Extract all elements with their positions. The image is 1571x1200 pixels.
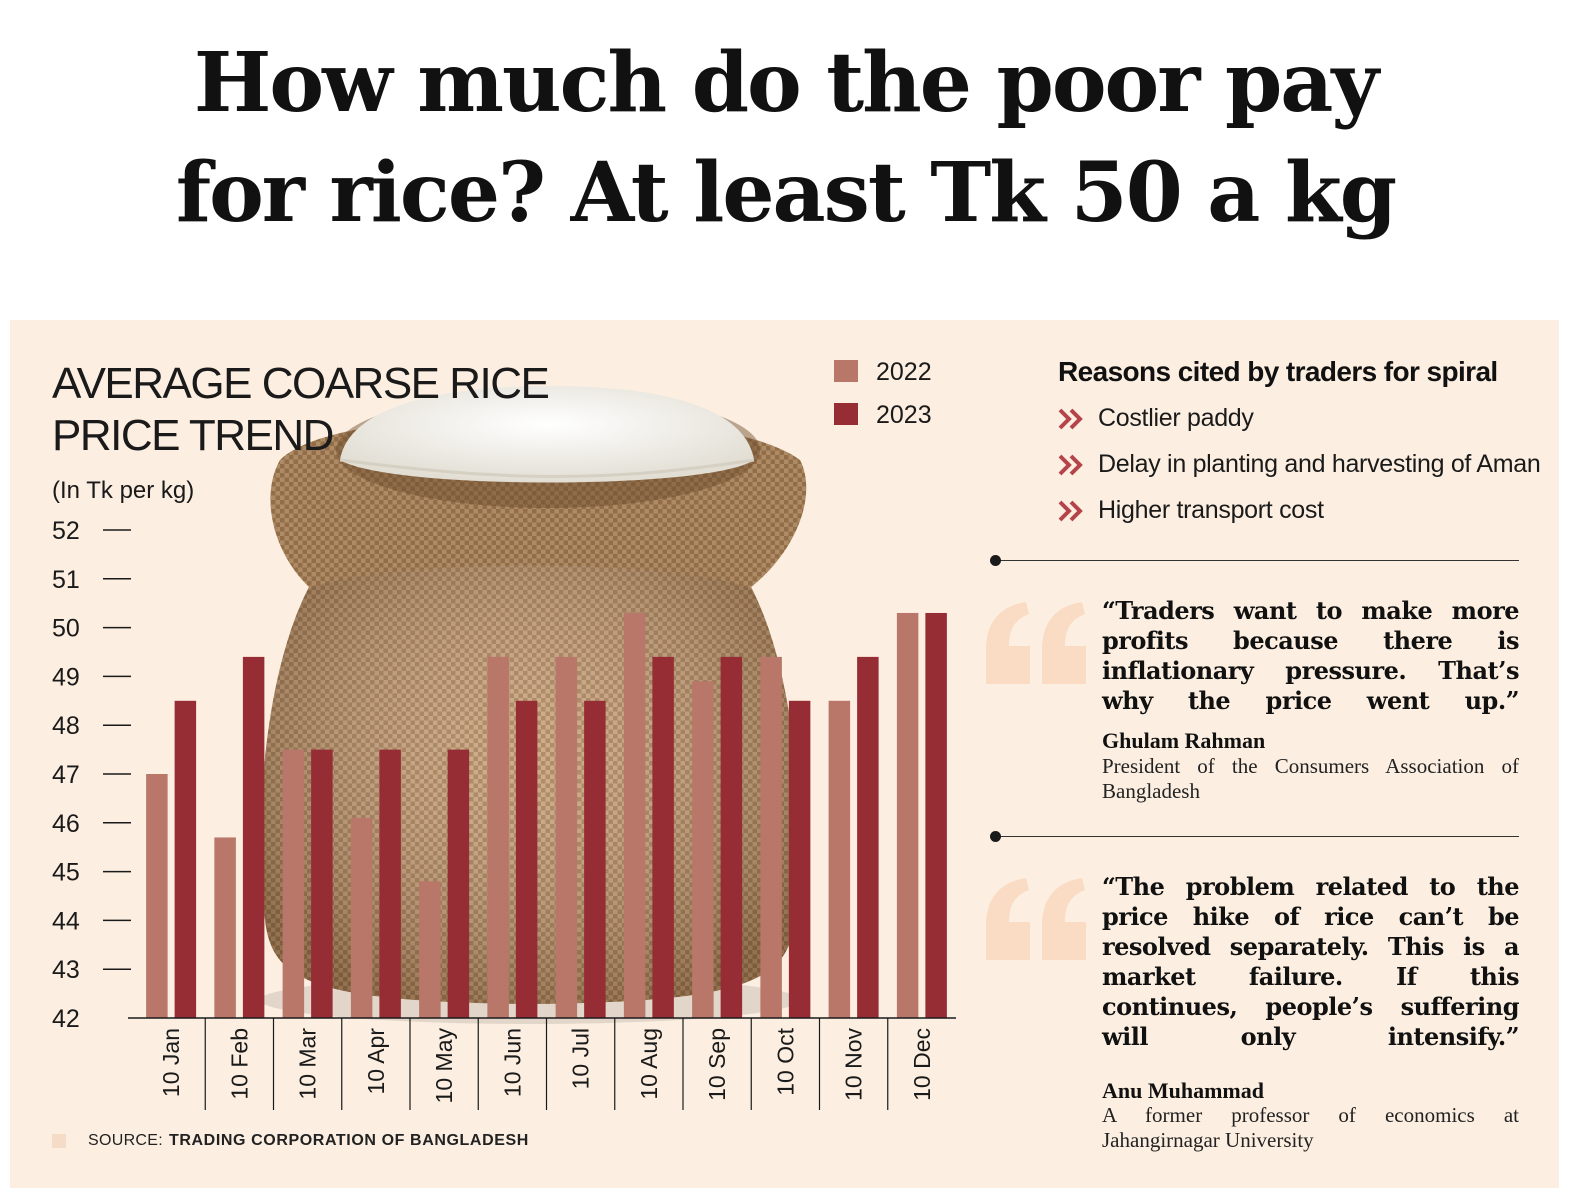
bar-2022-2 (282, 749, 305, 1018)
bar-2023-1 (242, 656, 265, 1018)
y-tick-label: 42 (52, 1005, 80, 1033)
quote-text: “Traders want to make more profits becau… (1102, 596, 1520, 715)
bar-2023-11 (925, 612, 947, 1018)
source-name: TRADING CORPORATION OF BANGLADESH (169, 1132, 529, 1149)
bar-2022-5 (487, 656, 509, 1018)
chart-legend: 2022 2023 (834, 358, 932, 429)
y-tick-label: 47 (52, 761, 80, 789)
bar-2023-3 (379, 749, 401, 1018)
x-tick-label: 10 Apr (363, 1028, 389, 1095)
bar-2022-9 (760, 656, 782, 1018)
divider (990, 555, 1519, 566)
bar-2023-6 (584, 700, 606, 1018)
x-tick-label: 10 Sep (704, 1028, 730, 1101)
legend-swatch-2023 (834, 403, 858, 425)
reason-item: Higher transport cost (1058, 496, 1324, 525)
x-tick-label: 10 Feb (226, 1028, 252, 1100)
bar-2022-0 (146, 774, 168, 1018)
headline-line-2: for rice? At least Tk 50 a kg (175, 145, 1397, 241)
bar-2022-1 (214, 837, 236, 1018)
quote-text: “The problem related to the price hike o… (1102, 872, 1520, 1051)
x-tick-label: 10 Jan (158, 1028, 184, 1097)
bar-2022-3 (350, 817, 373, 1018)
bar-2023-8 (720, 656, 743, 1018)
bar-2023-10 (857, 656, 879, 1018)
reason-text: Higher transport cost (1098, 496, 1324, 524)
source-prefix: SOURCE: (88, 1132, 163, 1149)
bar-2022-6 (555, 656, 578, 1018)
source-marker (52, 1134, 66, 1148)
divider (990, 831, 1519, 842)
reason-text: Delay in planting and harvesting of Aman (1098, 450, 1541, 478)
reason-item: Delay in planting and harvesting of Aman (1058, 450, 1541, 479)
legend-label-2023: 2023 (876, 401, 932, 429)
quote-author-name: Ghulam Rahman (1102, 728, 1266, 753)
headline-line-1: How much do the poor pay (193, 35, 1379, 131)
x-tick-label: 10 Dec (909, 1028, 935, 1101)
x-tick-label: 10 Jun (499, 1028, 525, 1097)
x-tick-label: 10 Jul (568, 1028, 594, 1089)
quote-author-role: A former professor of economics at Jahan… (1102, 1103, 1519, 1152)
y-tick-label: 51 (52, 566, 80, 594)
chart-title-line-2: PRICE TREND (52, 411, 333, 460)
double-chevron-icon (1058, 454, 1083, 475)
x-tick-label: 10 May (431, 1028, 457, 1104)
chart: AVERAGE COARSE RICE PRICE TREND (In Tk p… (52, 358, 956, 1110)
chart-title-line-1: AVERAGE COARSE RICE (52, 359, 549, 408)
y-tick-label: 48 (52, 712, 80, 740)
double-chevron-icon (1058, 408, 1083, 429)
bar-2022-10 (828, 700, 851, 1018)
bar-2023-0 (174, 700, 197, 1018)
headline: How much do the poor pay for rice? At le… (0, 28, 1571, 248)
bar-2023-4 (447, 749, 470, 1018)
y-tick-label: 44 (52, 907, 80, 935)
bar-2023-2 (311, 749, 333, 1018)
quote-mark-icon (986, 602, 1086, 684)
quote-mark-icon (986, 878, 1086, 960)
y-tick-label: 50 (52, 615, 80, 643)
x-tick-label: 10 Mar (295, 1028, 321, 1100)
x-tick-label: 10 Aug (636, 1028, 662, 1100)
reason-item: Costlier paddy (1058, 404, 1254, 433)
x-axis: 10 Jan 10 Feb 10 Mar 10 Apr 10 May 10 Jun 10 J… (128, 1017, 956, 1110)
y-tick-label: 52 (52, 517, 80, 545)
infographic-panel: AVERAGE COARSE RICE PRICE TREND (In Tk p… (10, 320, 1559, 1188)
reason-text: Costlier paddy (1098, 404, 1254, 432)
bar-2023-9 (788, 700, 811, 1018)
x-tick-label: 10 Oct (772, 1027, 798, 1095)
double-chevron-icon (1058, 500, 1083, 521)
y-axis: 42 43 44 45 46 47 48 49 50 51 52 (52, 517, 131, 1033)
quote-author-role: President of the Consumers Association o… (1102, 754, 1519, 803)
bar-2022-7 (623, 612, 646, 1018)
y-tick-label: 45 (52, 859, 80, 887)
bar-2022-4 (419, 881, 441, 1018)
y-tick-label: 46 (52, 810, 80, 838)
legend-swatch-2022 (834, 360, 858, 382)
chart-subtitle: (In Tk per kg) (52, 477, 194, 504)
legend-label-2022: 2022 (876, 358, 932, 386)
source-line: SOURCE: TRADING CORPORATION OF BANGLADES… (52, 1132, 529, 1150)
quote-author-name: Anu Muhammad (1102, 1078, 1264, 1103)
reasons-title: Reasons cited by traders for spiral (1058, 356, 1498, 387)
bar-2023-5 (515, 700, 538, 1018)
y-tick-label: 49 (52, 663, 80, 691)
bar-2022-8 (692, 681, 714, 1018)
y-tick-label: 43 (52, 956, 80, 984)
bar-2022-11 (896, 612, 919, 1018)
bar-2023-7 (652, 656, 674, 1018)
bars (146, 612, 947, 1018)
x-tick-label: 10 Nov (841, 1028, 867, 1101)
